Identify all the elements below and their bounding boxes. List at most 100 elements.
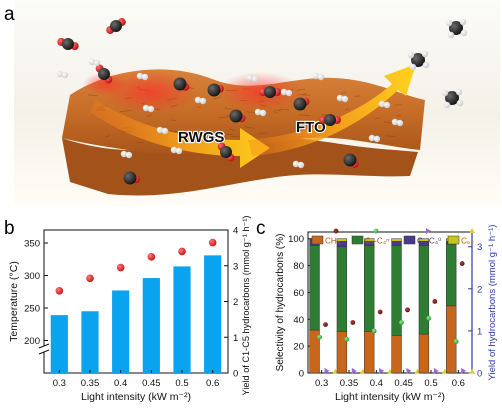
carbon-atom — [110, 20, 122, 32]
yield-point-c2c4-ole — [461, 367, 467, 374]
carbon-atom — [324, 114, 336, 126]
x-tick-label: 0.5 — [424, 378, 437, 389]
slab-crack — [321, 114, 328, 116]
x-axis-label: Light intensity (kW m⁻²) — [81, 391, 191, 403]
yield-point — [116, 263, 125, 272]
slab-crack — [298, 114, 310, 117]
legend-swatch — [447, 235, 460, 245]
x-tick-label: 0.4 — [370, 378, 383, 389]
y2-axis-tick-label: 1 — [233, 333, 238, 344]
slab-crack — [195, 105, 201, 109]
hydrogen-atom — [156, 126, 164, 134]
slab-crack — [136, 141, 144, 144]
carbon-atom — [207, 83, 221, 97]
yield-point-c2c4 — [344, 336, 350, 342]
hydrogen-atom — [194, 96, 202, 104]
hydrogen-atom — [383, 101, 391, 109]
hydrogen-atom — [443, 101, 451, 109]
slab-crack — [340, 91, 347, 95]
y2-axis-label: Yield of hydrocarbons (mmol g⁻¹ h⁻¹) — [487, 225, 498, 381]
panel-a-illustration: a RWGS FTO — [4, 0, 500, 206]
y-axis-tick-label: 60 — [293, 288, 304, 299]
hydrogen-atom — [147, 105, 155, 113]
selectivity-bar-segment — [364, 238, 375, 242]
hydrogen-atom — [199, 97, 207, 105]
hydrogen-atom — [120, 150, 128, 158]
legend-swatch — [351, 235, 364, 245]
hydrogen-atom — [373, 135, 381, 143]
x-tick-label: 0.6 — [452, 378, 465, 389]
slab-crack — [224, 107, 234, 110]
hydrogen-atom — [445, 19, 453, 27]
yield-point-c2c4-ole — [406, 367, 412, 374]
slab-crack — [228, 128, 236, 132]
plot-frame — [43, 229, 229, 374]
carbon-atom — [229, 109, 243, 123]
hydrogen-atom — [136, 72, 144, 80]
hydrogen-atom — [259, 109, 267, 117]
panel-c-label: c — [256, 218, 266, 239]
x-axis-label: Light intensity (kW m⁻²) — [335, 391, 445, 403]
slab-crack — [145, 114, 153, 118]
x-tick-label: 0.35 — [340, 378, 359, 389]
yield-point-c2c4 — [317, 334, 322, 340]
hydrogen-atom — [341, 95, 349, 103]
fto-arrow — [248, 64, 416, 156]
slab-crack — [385, 135, 396, 137]
carbon-atom — [98, 68, 110, 80]
temperature-bar — [173, 266, 191, 373]
y-axis-tick-label: 0 — [299, 369, 304, 380]
fto-arrow-label: FTO — [296, 119, 326, 136]
x-tick-label: 0.4 — [114, 378, 127, 389]
slab-crack — [171, 119, 177, 122]
yield-point-c2c4 — [426, 315, 432, 321]
yield-point — [86, 274, 94, 283]
y2-axis-tick-label: 1 — [477, 326, 482, 337]
x-tick-label: 0.3 — [315, 378, 328, 389]
yield-point — [55, 286, 64, 295]
legend-swatch — [311, 235, 324, 245]
hydrogen-atom — [246, 74, 254, 82]
y-axis-label: Selectivity of hydrocarbons (%) — [275, 234, 286, 372]
x-tick-label: 0.45 — [142, 378, 161, 389]
slab-crack — [105, 134, 111, 138]
hydrogen-atom — [292, 160, 300, 168]
y2-axis-label: Yield of C1-C5 hydrocarbons (mmol g⁻¹ h⁻… — [241, 216, 251, 396]
hydrogen-atom — [336, 94, 344, 102]
y-axis-tick-label: 200 — [24, 336, 40, 347]
panel-a-label: a — [4, 4, 15, 25]
x-tick-label: 0.5 — [175, 378, 188, 389]
hydrogen-atom — [161, 127, 169, 135]
yield-point-ch4 — [432, 299, 438, 304]
y-axis-tick-label: 80 — [293, 261, 304, 272]
hydrogen-atom — [407, 51, 415, 59]
slab-crack — [273, 111, 279, 115]
y-axis-label: Temperature (°C) — [8, 261, 20, 342]
selectivity-bar-segment — [336, 238, 348, 242]
temperature-bar — [112, 290, 130, 373]
y2-axis-tick-label: 2 — [233, 297, 238, 308]
axis-break-mark — [38, 343, 50, 349]
y2-axis-tick-label: 3 — [233, 261, 238, 272]
hydrogen-atom — [297, 161, 305, 169]
hydrogen-atom — [175, 147, 183, 155]
selectivity-bar-segment — [336, 246, 348, 332]
carbon-atom — [173, 77, 187, 91]
hydrogen-atom — [317, 73, 325, 81]
y2-axis-tick-label: 4 — [233, 226, 238, 237]
slab-crack — [344, 108, 350, 111]
hydrogen-atom — [312, 72, 320, 80]
yield-point-ch4 — [405, 307, 410, 313]
carbon-atom — [123, 171, 137, 185]
slab-crack — [88, 94, 98, 97]
selectivity-bar-segment — [418, 238, 430, 242]
panel-b-label: b — [4, 218, 15, 239]
hydrogen-atom — [141, 73, 149, 81]
legend-label: C₂-C₄ⁿ — [365, 237, 389, 246]
hydrogen-atom — [142, 104, 150, 112]
x-tick-label: 0.6 — [206, 378, 219, 389]
hydrogen-atom — [93, 59, 101, 67]
temperature-bar — [204, 255, 222, 373]
hydrogen-atom — [447, 31, 455, 39]
